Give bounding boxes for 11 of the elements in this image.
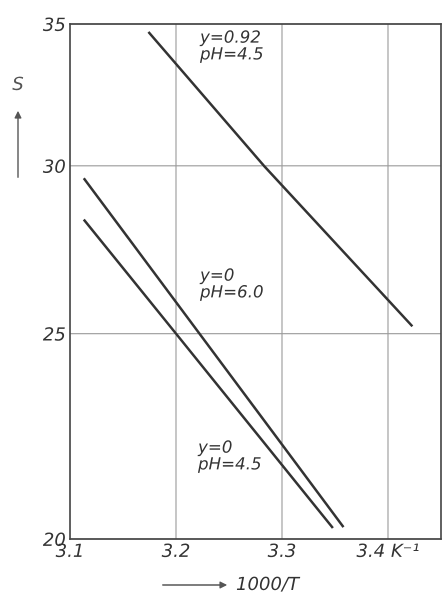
x-tick-label: 3.2 xyxy=(162,543,190,558)
annotation: y=0.92 pH=4.5 xyxy=(200,30,263,63)
x-axis-title: 1000/T xyxy=(236,576,300,592)
y-tick-label: 35 xyxy=(42,17,65,32)
y-tick-label: 25 xyxy=(42,327,65,341)
x-tick-label: 3.4 K⁻¹ xyxy=(356,543,419,558)
y-tick-label: 30 xyxy=(42,159,65,173)
x-tick-label: 3.3 xyxy=(268,543,296,558)
annotation: y=0 pH=6.0 xyxy=(200,268,263,301)
y-axis-title: S xyxy=(12,76,24,90)
annotation: y=0 pH=4.5 xyxy=(198,440,261,473)
